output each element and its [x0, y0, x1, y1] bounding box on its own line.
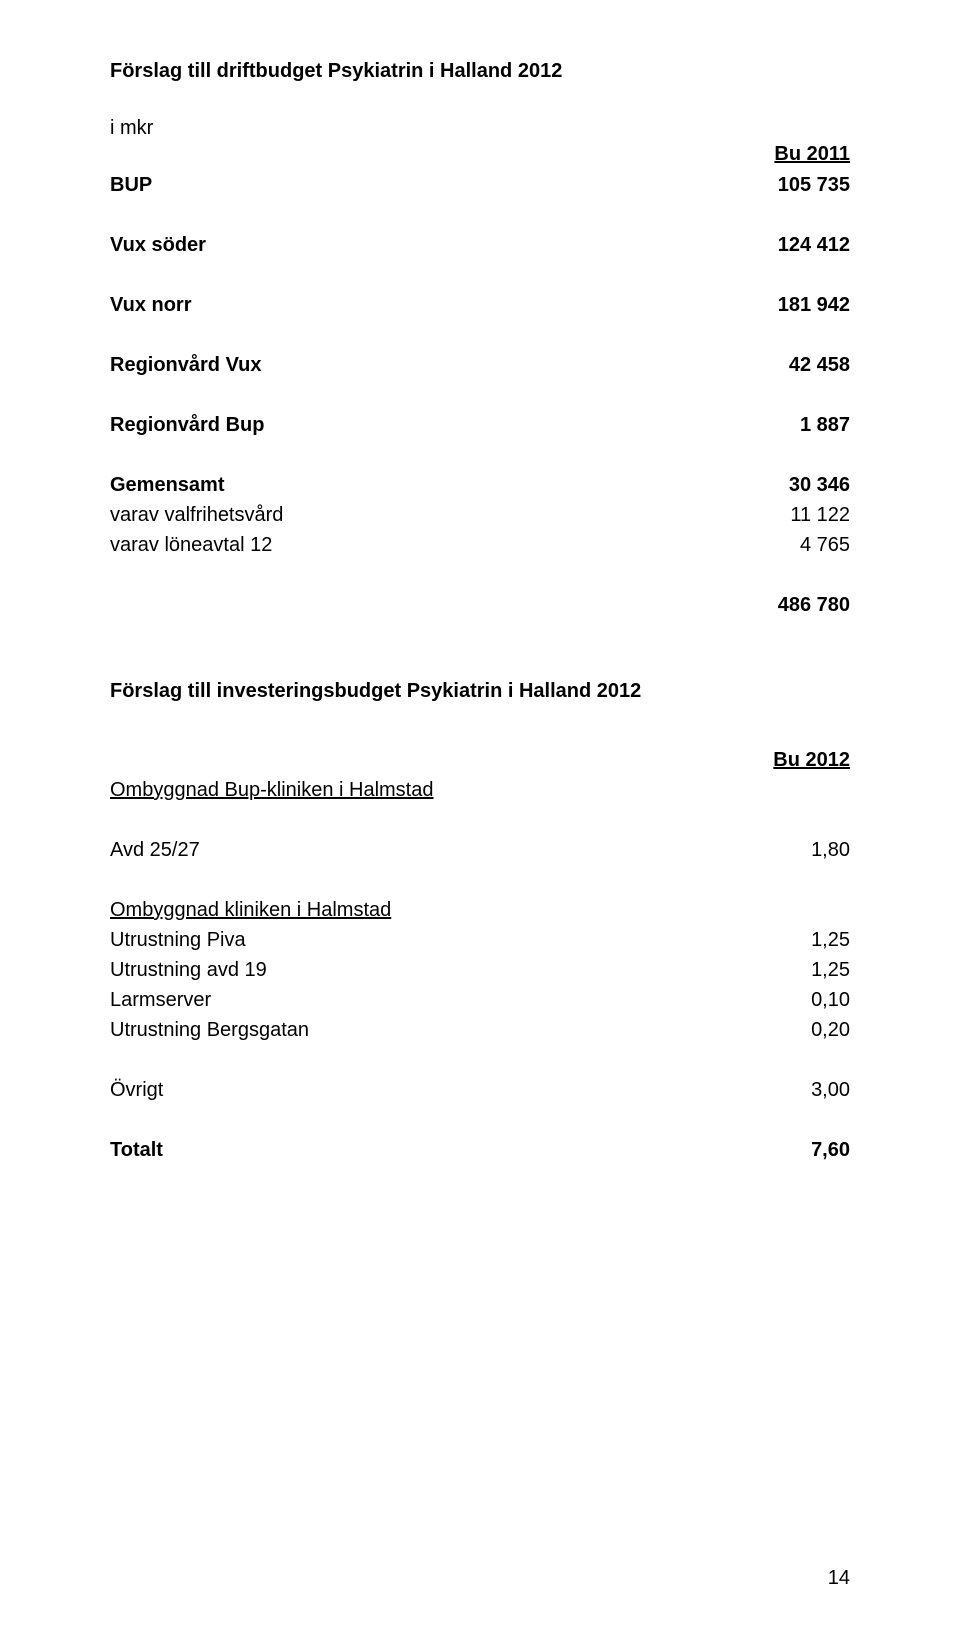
invest-value: 0,20 — [730, 1015, 850, 1045]
invest-label: Utrustning avd 19 — [110, 955, 730, 985]
invest-budget-title: Förslag till investeringsbudget Psykiatr… — [110, 680, 850, 703]
invest-label: Larmserver — [110, 985, 730, 1015]
ovrigt-value: 3,00 — [730, 1075, 850, 1105]
drift-subtitle-row: i mkr — [110, 113, 850, 143]
drift-row: Vux söder 124 412 — [110, 230, 850, 260]
column-header-bu2012: Bu 2012 — [730, 745, 850, 775]
drift-total-value: 486 780 — [730, 590, 850, 620]
totalt-value: 7,60 — [730, 1135, 850, 1165]
drift-row: Regionvård Bup 1 887 — [110, 410, 850, 440]
drift-label: varav valfrihetsvård — [110, 500, 730, 530]
totalt-row: Totalt 7,60 — [110, 1135, 850, 1165]
column-header-row: Bu 2012 — [110, 745, 850, 775]
invest-row: Utrustning Piva 1,25 — [110, 925, 850, 955]
group-b-row: Ombyggnad kliniken i Halmstad — [110, 895, 850, 925]
drift-row: varav löneavtal 12 4 765 — [110, 530, 850, 560]
invest-value: 0,10 — [730, 985, 850, 1015]
drift-label: Regionvård Vux — [110, 350, 730, 380]
drift-label: Vux norr — [110, 290, 730, 320]
drift-label: Vux söder — [110, 230, 730, 260]
drift-row: Gemensamt 30 346 — [110, 470, 850, 500]
drift-label: BUP — [110, 170, 730, 200]
drift-row: Regionvård Vux 42 458 — [110, 350, 850, 380]
invest-row: Utrustning Bergsgatan 0,20 — [110, 1015, 850, 1045]
avd-label: Avd 25/27 — [110, 835, 730, 865]
group-a-row: Ombyggnad Bup-kliniken i Halmstad — [110, 775, 850, 805]
drift-value: 4 765 — [730, 530, 850, 560]
drift-value: 105 735 — [730, 170, 850, 200]
invest-row: Larmserver 0,10 — [110, 985, 850, 1015]
drift-value: 124 412 — [730, 230, 850, 260]
drift-label: varav löneavtal 12 — [110, 530, 730, 560]
subtitle-imkr: i mkr — [110, 113, 730, 143]
ovrigt-row: Övrigt 3,00 — [110, 1075, 850, 1105]
invest-label: Utrustning Piva — [110, 925, 730, 955]
ovrigt-label: Övrigt — [110, 1075, 730, 1105]
totalt-label: Totalt — [110, 1135, 730, 1165]
drift-value: 1 887 — [730, 410, 850, 440]
drift-label: Regionvård Bup — [110, 410, 730, 440]
drift-label: Gemensamt — [110, 470, 730, 500]
drift-value: 30 346 — [730, 470, 850, 500]
invest-label: Utrustning Bergsgatan — [110, 1015, 730, 1045]
drift-value: 42 458 — [730, 350, 850, 380]
avd-value: 1,80 — [730, 835, 850, 865]
drift-row: BUP 105 735 — [110, 170, 850, 200]
invest-value: 1,25 — [730, 955, 850, 985]
drift-value: 181 942 — [730, 290, 850, 320]
group-b-label: Ombyggnad kliniken i Halmstad — [110, 895, 730, 925]
drift-value: 11 122 — [730, 500, 850, 530]
page-number: 14 — [828, 1567, 850, 1590]
avd-row: Avd 25/27 1,80 — [110, 835, 850, 865]
drift-total-row: 486 780 — [110, 590, 850, 620]
invest-value: 1,25 — [730, 925, 850, 955]
drift-budget-title: Förslag till driftbudget Psykiatrin i Ha… — [110, 60, 850, 83]
drift-row: Vux norr 181 942 — [110, 290, 850, 320]
invest-row: Utrustning avd 19 1,25 — [110, 955, 850, 985]
column-header-bu2011: Bu 2011 — [110, 143, 850, 166]
drift-row: varav valfrihetsvård 11 122 — [110, 500, 850, 530]
group-a-label: Ombyggnad Bup-kliniken i Halmstad — [110, 775, 730, 805]
